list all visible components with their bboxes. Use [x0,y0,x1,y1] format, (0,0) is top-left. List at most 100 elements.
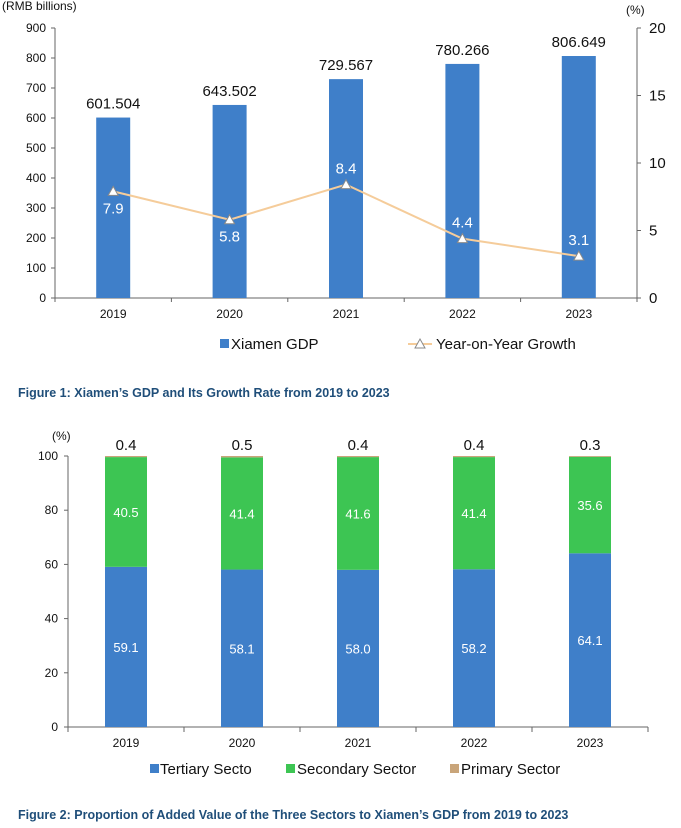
right-tick-label: 5 [649,223,657,240]
sector-chart: (%) 0 20 40 60 80 100 2019 2020 2021 2022 2023 59.… [38,429,649,778]
primary-segment [221,456,263,458]
sector-data-labels: 59.1 40.5 0.4 58.1 41.4 0.5 58.0 41.6 0.4 58.2 41.… [113,437,602,656]
secondary-value-label: 40.5 [113,505,138,520]
gdp-bar [561,56,596,299]
gdp-bar [445,63,480,299]
x-tick-label: 2022 [449,307,476,321]
legend-label-secondary: Secondary Sector [297,761,416,778]
sector-legend: Tertiary Secto Secondary Sector Primary … [150,761,560,778]
gdp-value-label: 729.567 [319,57,373,74]
left-axis-unit: (RMB billions) [2,0,77,13]
legend-swatch-secondary [286,764,295,773]
y-tick-label: 100 [38,449,58,463]
secondary-segment [453,457,495,570]
primary-segment [337,456,379,458]
gdp-value-label: 780.266 [435,42,489,59]
tertiary-value-label: 64.1 [577,633,602,648]
primary-value-label: 0.4 [116,437,137,454]
legend-swatch-gdp [220,339,229,348]
tertiary-segment [453,569,495,727]
left-tick-label: 600 [26,111,46,125]
right-tick-label: 20 [649,20,666,37]
legend-label-gdp: Xiamen GDP [231,336,319,353]
x-tick-label: 2019 [113,736,140,750]
right-tick-label: 15 [649,88,666,105]
y-tick-label: 60 [45,557,59,571]
secondary-segment [337,457,379,570]
y-tick-label: 20 [45,666,59,680]
x-tick-label: 2023 [577,736,604,750]
tertiary-value-label: 58.0 [345,641,370,656]
left-tick-label: 300 [26,201,46,215]
growth-marker [456,232,469,244]
primary-value-label: 0.3 [580,437,601,454]
primary-value-label: 0.5 [232,437,253,454]
right-tick-label: 10 [649,155,666,172]
primary-value-label: 0.4 [464,437,485,454]
primary-segment [105,456,147,458]
x-tick-label: 2020 [229,736,256,750]
y-tick-label: 80 [45,503,59,517]
primary-segment [569,456,611,457]
gdp-bar [96,117,131,298]
gdp-data-labels: 601.504 643.502 729.567 780.266 806.649 [86,34,606,113]
x-tick-label: 2021 [345,736,372,750]
gdp-value-label: 806.649 [552,34,606,51]
left-tick-label: 700 [26,81,46,95]
gdp-axes: 0 100 200 300 400 500 600 700 800 900 0 5 10 15 20 2019… [26,20,666,321]
tertiary-value-label: 58.2 [461,641,486,656]
x-tick-label: 2021 [333,307,360,321]
left-tick-label: 800 [26,51,46,65]
growth-value-label: 5.8 [219,229,240,246]
left-tick-label: 400 [26,171,46,185]
growth-value-label: 4.4 [452,215,473,232]
tertiary-segment [105,566,147,727]
tertiary-segment [569,553,611,727]
tertiary-value-label: 59.1 [113,640,138,655]
figure1-caption: Figure 1: Xiamen’s GDP and Its Growth Ra… [18,386,390,400]
legend-marker-growth [414,337,426,349]
growth-marker [340,178,352,190]
gdp-bar [212,104,247,298]
left-tick-label: 200 [26,231,46,245]
left-tick-label: 0 [39,291,46,305]
x-tick-label: 2019 [100,307,127,321]
x-tick-label: 2020 [216,307,243,321]
y-tick-label: 40 [45,612,59,626]
gdp-legend: Xiamen GDP Year-on-Year Growth [220,336,576,353]
left-tick-label: 100 [26,261,46,275]
tertiary-value-label: 58.1 [229,641,254,656]
legend-label-tertiary: Tertiary Secto [160,761,252,778]
left-tick-label: 500 [26,141,46,155]
y-axis-unit: (%) [52,429,71,443]
secondary-segment [105,457,147,567]
growth-line: 7.9 5.8 8.4 4.4 3.1 [103,161,589,261]
figure2-caption: Figure 2: Proportion of Added Value of t… [18,808,569,822]
y-tick-label: 0 [51,720,58,734]
secondary-value-label: 35.6 [577,498,602,513]
primary-segment [453,456,495,458]
gdp-value-label: 643.502 [202,83,256,100]
x-tick-label: 2023 [565,307,592,321]
primary-value-label: 0.4 [348,437,369,454]
secondary-value-label: 41.4 [461,506,486,521]
sector-bars [105,456,611,727]
left-tick-label: 900 [26,21,46,35]
x-tick-label: 2022 [461,736,488,750]
gdp-chart: (RMB billions) (%) 010020030040050060070… [2,0,666,353]
legend-swatch-tertiary [150,764,159,773]
legend-swatch-primary [450,764,459,773]
legend-label-growth: Year-on-Year Growth [436,336,576,353]
secondary-segment [569,456,611,554]
secondary-segment [221,457,263,570]
growth-marker [107,185,120,196]
tertiary-segment [337,569,379,727]
legend-label-primary: Primary Sector [461,761,560,778]
gdp-value-label: 601.504 [86,96,140,113]
right-axis-unit: (%) [626,3,645,17]
tertiary-segment [221,569,263,727]
secondary-value-label: 41.4 [229,506,254,521]
growth-marker [572,250,585,261]
right-tick-label: 0 [649,290,657,307]
growth-value-label: 7.9 [103,200,124,217]
